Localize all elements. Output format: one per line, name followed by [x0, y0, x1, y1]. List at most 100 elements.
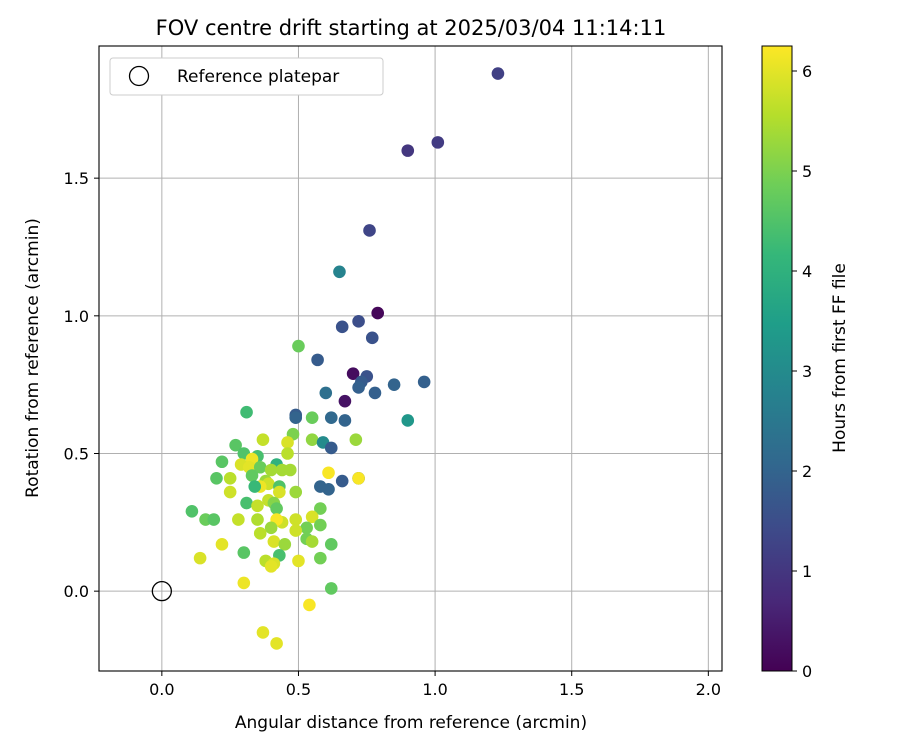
colorbar-gradient [761, 45, 793, 672]
y-tick-label: 0.5 [64, 444, 89, 463]
x-tick-label: 1.5 [559, 680, 584, 699]
scatter-point [237, 546, 251, 559]
scatter-point [303, 598, 316, 612]
scatter-point [352, 315, 365, 328]
scatter-point [193, 551, 207, 565]
colorbar: 0 1 2 3 4 5 6 [761, 45, 812, 681]
scatter-point [338, 394, 352, 408]
scatter-point [278, 538, 292, 551]
scatter-point [281, 447, 294, 460]
scatter-point [270, 502, 283, 515]
scatter-point [368, 386, 382, 400]
scatter-point [237, 576, 251, 590]
scatter-point [289, 485, 303, 499]
colorbar-tick-label: 2 [802, 462, 812, 481]
scatter-point [314, 518, 327, 532]
scatter-point [305, 535, 319, 548]
scatter-point [289, 524, 303, 537]
legend-label: Reference platepar [177, 67, 339, 87]
scatter-point [349, 433, 363, 447]
scatter-point [232, 513, 245, 526]
scatter-point [253, 460, 267, 474]
plot-frame [98, 45, 723, 672]
scatter-point [289, 411, 303, 424]
scatter-point [248, 480, 262, 493]
scatter-point [319, 386, 333, 400]
reference-platepar-marker [151, 581, 172, 602]
legend-marker [128, 65, 150, 87]
scatter-point [229, 438, 242, 452]
colorbar-tick-label: 3 [802, 362, 812, 381]
scatter-point [417, 375, 431, 389]
scatter-point [253, 527, 267, 540]
scatter-point [335, 474, 349, 488]
scatter-point [251, 513, 264, 526]
scatter-point [240, 405, 253, 419]
scatter-point [207, 513, 221, 526]
scatter-point [305, 411, 319, 424]
scatter-point [363, 224, 376, 237]
colorbar-tick-label: 0 [802, 662, 812, 681]
grid-lines [99, 46, 722, 671]
scatter-point [401, 414, 415, 427]
scatter-point [314, 551, 327, 565]
x-tick-label: 1.0 [422, 680, 447, 699]
scatter-point [270, 637, 283, 650]
scatter-point [401, 144, 415, 157]
y-tick-label: 1.0 [64, 307, 89, 326]
scatter-point [300, 521, 313, 535]
y-tick-label: 1.5 [64, 169, 89, 188]
scatter-point [185, 505, 199, 518]
scatter-point [210, 471, 223, 485]
scatter-point [292, 339, 305, 353]
scatter-point [352, 381, 365, 394]
x-axis-label: Angular distance from reference (arcmin) [235, 713, 587, 733]
x-tick-label: 0.5 [286, 680, 311, 699]
scatter-point [273, 485, 286, 499]
scatter-point [324, 538, 338, 551]
scatter-point [267, 535, 281, 548]
y-tick-label: 0.0 [64, 582, 89, 601]
scatter-point [365, 331, 379, 345]
scatter-point [322, 482, 335, 496]
scatter-point [215, 538, 229, 551]
chart-title: FOV centre drift starting at 2025/03/04 … [156, 16, 667, 40]
x-tick-label: 2.0 [696, 680, 721, 699]
legend: Reference platepar [109, 57, 384, 96]
scatter-point [324, 411, 338, 424]
scatter-point [292, 554, 305, 568]
colorbar-tick-label: 4 [802, 262, 812, 281]
scatter-point [333, 265, 346, 279]
scatter-point [431, 136, 445, 149]
colorbar-tick-label: 5 [802, 162, 812, 181]
colorbar-tick-label: 1 [802, 562, 812, 581]
scatter-point [215, 455, 229, 469]
scatter-point [251, 499, 264, 513]
colorbar-tick-label: 6 [802, 62, 812, 81]
scatter-point [223, 485, 237, 499]
scatter-point [387, 378, 401, 391]
scatter-point [264, 521, 278, 535]
scatter-point [289, 513, 303, 526]
scatter-point [324, 441, 338, 455]
scatter-point [264, 463, 278, 477]
scatter-point [256, 433, 270, 447]
scatter-point [335, 320, 349, 334]
scatter-point [264, 560, 278, 573]
scatter-point [311, 353, 324, 367]
scatter-point [371, 306, 385, 320]
colorbar-label: Hours from first FF file [830, 263, 850, 453]
scatter-point [256, 626, 270, 639]
scatter-point [324, 582, 338, 595]
y-axis-label: Rotation from reference (arcmin) [23, 218, 43, 498]
scatter-point [223, 471, 237, 485]
scatter-point [491, 67, 505, 80]
scatter-point [338, 414, 352, 427]
axes: 0.0 0.5 1.0 1.5 2.0 0.0 0.5 1.0 1.5 [64, 45, 723, 699]
scatter-point [281, 436, 294, 449]
scatter-points [151, 67, 505, 650]
scatter-point [305, 510, 319, 524]
legend-box [109, 57, 384, 96]
scatter-point [352, 471, 365, 485]
